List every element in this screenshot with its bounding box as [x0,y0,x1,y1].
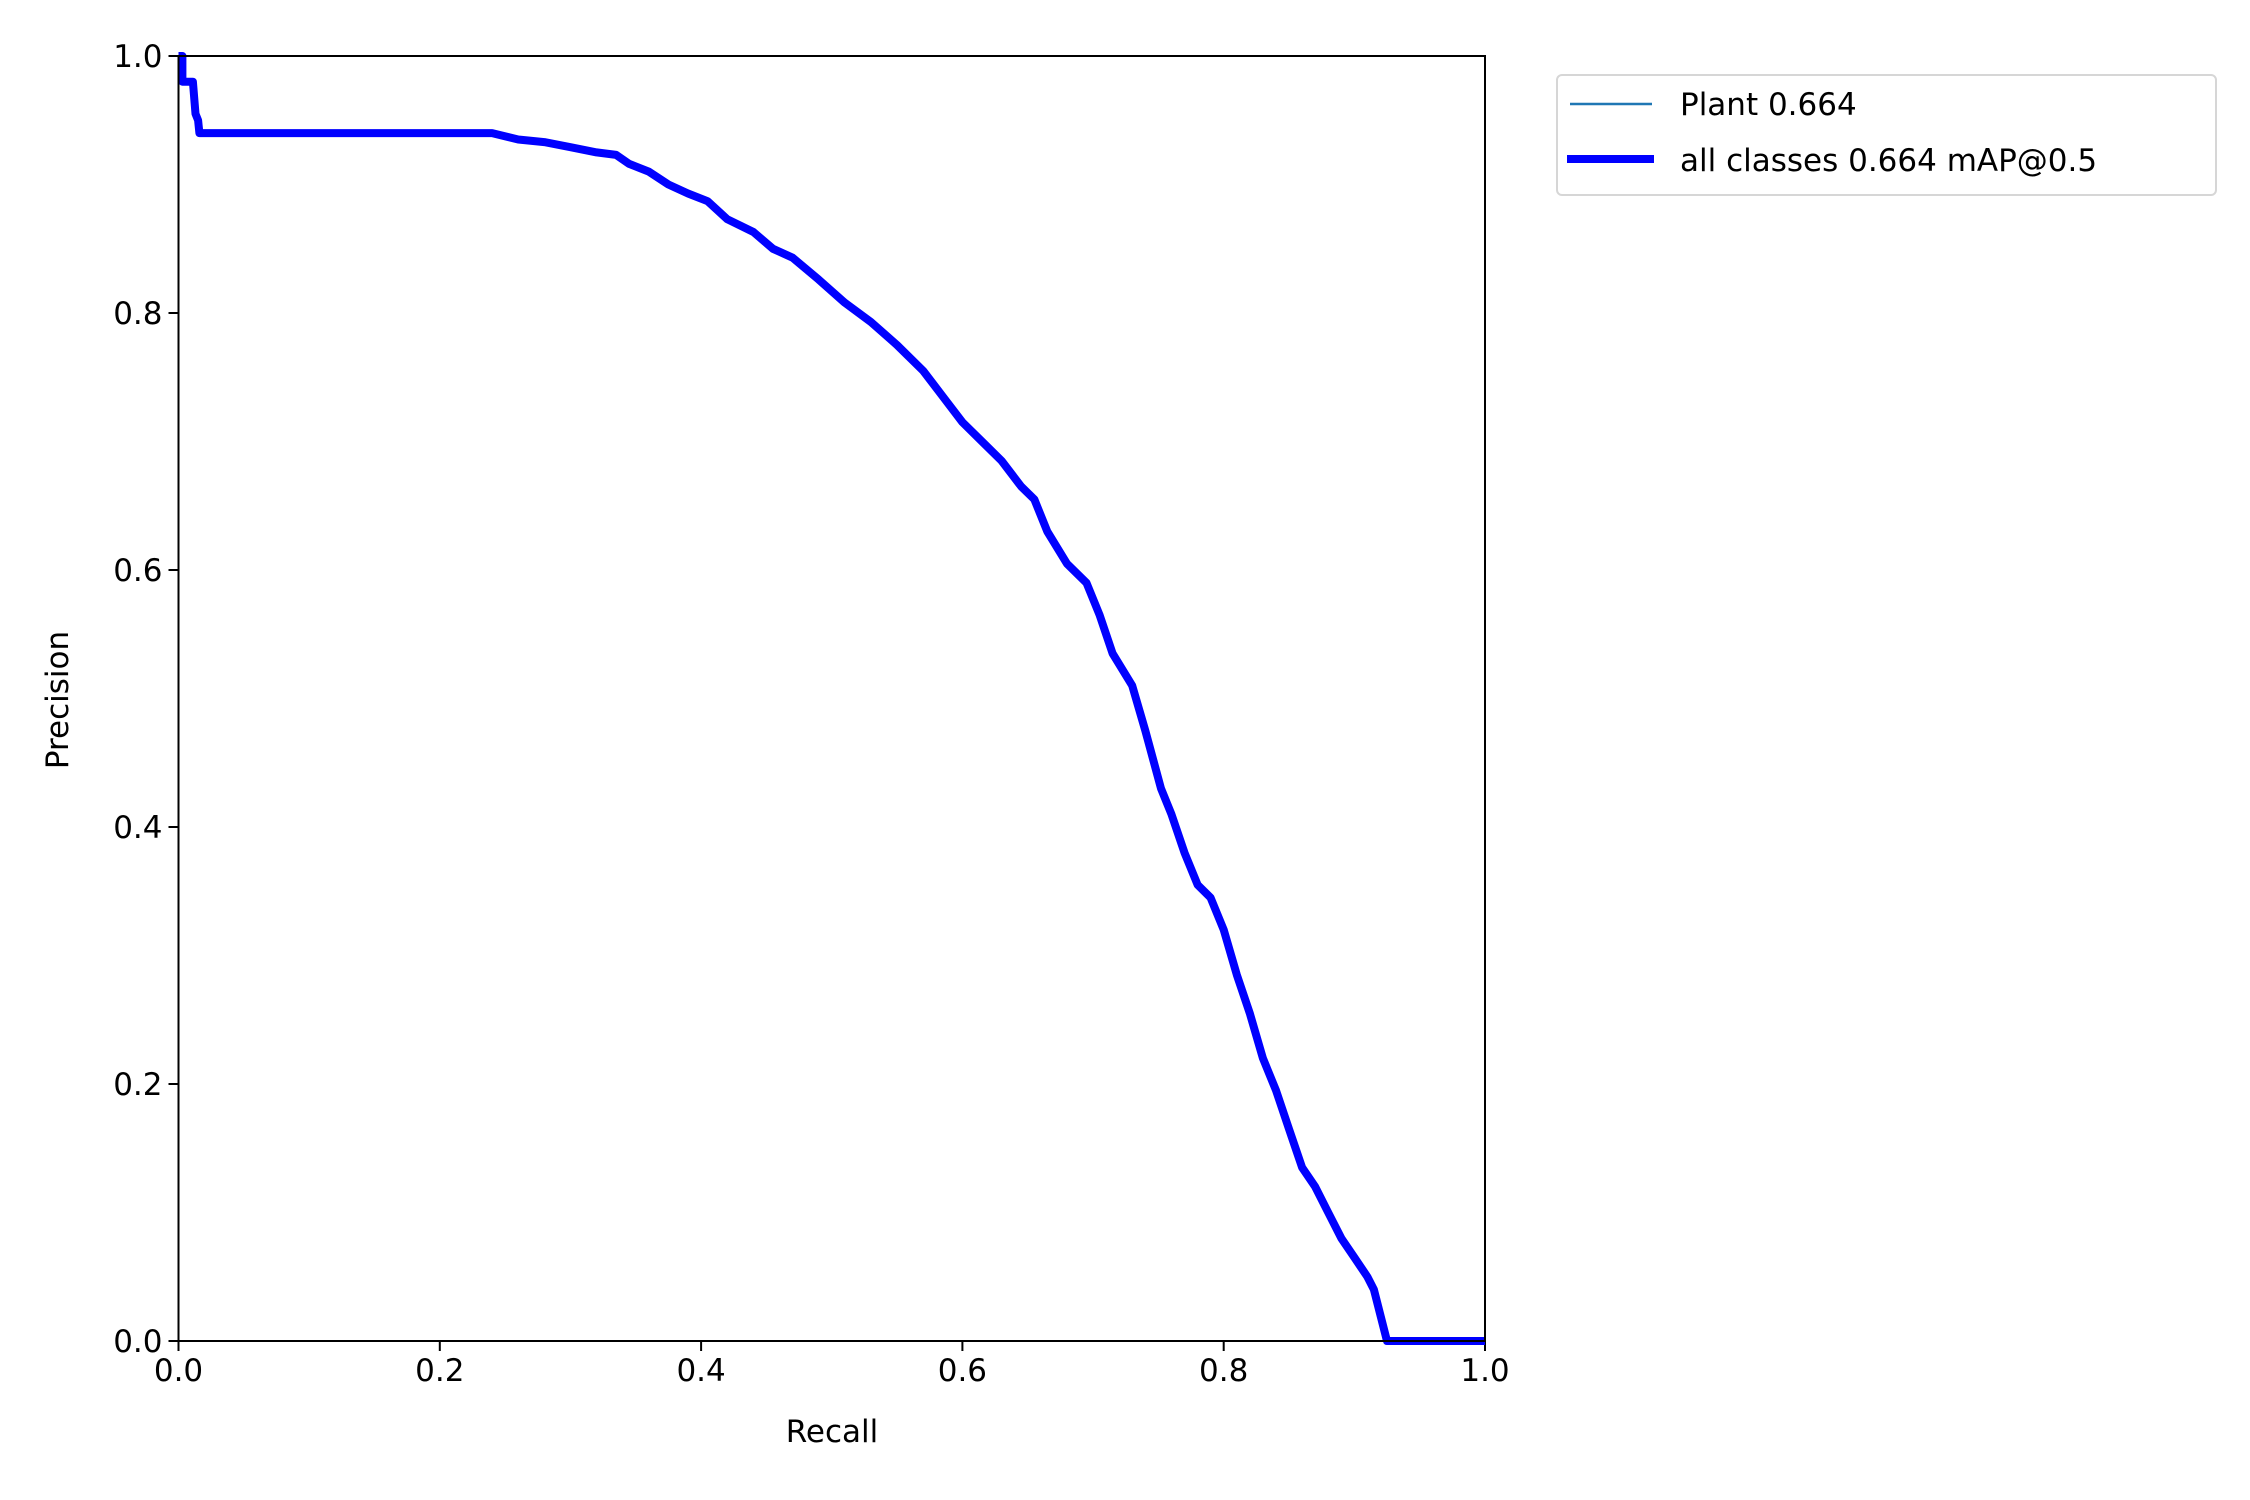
x-tick-label: 1.0 [1460,1353,1509,1389]
series-line-all-classes [178,52,1485,1345]
y-tick-label: 0.8 [113,296,162,332]
y-tick-label: 0.4 [113,810,162,846]
legend-label-all-classes: all classes 0.664 mAP@0.5 [1680,143,2097,179]
y-tick-label: 0.2 [113,1067,162,1103]
x-tick-label: 0.4 [676,1353,725,1389]
legend: Plant 0.664 all classes 0.664 mAP@0.5 [1556,74,2217,196]
y-tick-label: 0.6 [113,553,162,589]
x-tick-label: 0.2 [415,1353,464,1389]
x-tick-label: 0.6 [938,1353,987,1389]
series-lines [178,52,1485,1345]
x-axis-label: Recall [786,1414,879,1450]
legend-label-plant: Plant 0.664 [1680,87,1857,123]
y-axis-label: Precision [40,631,76,769]
x-tick-label: 0.8 [1199,1353,1248,1389]
y-tick-label: 1.0 [113,39,162,75]
x-tick-label: 0.0 [154,1353,203,1389]
y-tick-label: 0.0 [113,1324,162,1360]
series-line-plant [178,54,1485,1343]
plot-frame [177,55,1486,1342]
legend-box [1556,74,2217,196]
ticks: 0.0 0.2 0.4 0.6 0.8 1.0 0.0 0.2 0.4 0.6 0.8 1.0 [113,39,1509,1389]
